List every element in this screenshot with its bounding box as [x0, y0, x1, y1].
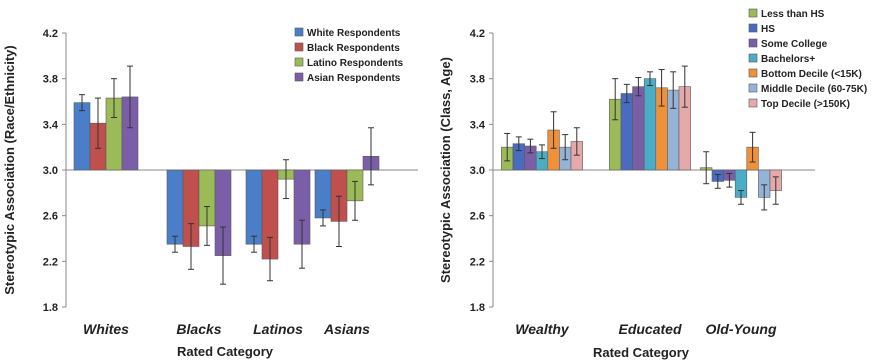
legend-label-some-college: Some College — [761, 39, 828, 50]
legend-label-hs: HS — [761, 24, 775, 35]
legend-label-bottom-decile-15k: Bottom Decile (<15K) — [761, 69, 862, 80]
legend-swatch-top-decile-150k — [748, 98, 758, 108]
bar-latinos-white-respondents — [245, 169, 263, 245]
bar-educated-bachelors — [643, 78, 657, 171]
y-axis-title: Stereotypic Association (Race/Ethnicity) — [2, 45, 17, 294]
category-label-wealthy: Wealthy — [515, 321, 570, 337]
legend-swatch-some-college — [748, 38, 758, 48]
y-tick-label: 2.2 — [43, 256, 58, 268]
y-tick-label: 4.2 — [43, 28, 58, 40]
legend-swatch-latino-respondents — [294, 57, 304, 67]
legend-label-latino-respondents: Latino Respondents — [307, 58, 404, 69]
y-tick-label: 1.8 — [470, 302, 485, 314]
bar-whites-white-respondents — [73, 102, 91, 171]
legend-swatch-middle-decile-60-75k — [748, 83, 758, 93]
x-axis-title: Rated Category — [593, 345, 690, 360]
y-tick-label: 4.2 — [470, 28, 485, 40]
legend-label-top-decile-150k: Top Decile (>150K) — [761, 99, 850, 110]
category-label-blacks: Blacks — [176, 321, 221, 337]
y-tick-label: 3.4 — [43, 119, 59, 131]
legend-swatch-black-respondents — [294, 42, 304, 52]
y-tick-label: 1.8 — [43, 302, 58, 314]
category-label-whites: Whites — [83, 321, 129, 337]
y-tick-label: 2.2 — [470, 256, 485, 268]
y-tick-label: 3.0 — [470, 165, 485, 177]
legend-swatch-white-respondents — [294, 27, 304, 37]
y-tick-label: 3.8 — [470, 74, 485, 86]
class-age-chart: 1.8 2.2 2.6 3.0 3.4 3.8 4.2 Stereotypic Associa… — [440, 8, 867, 360]
legend-label-white-respondents: White Respondents — [307, 28, 401, 39]
bar-educated-hs — [620, 93, 633, 171]
y-axis-title: Stereotypic Association (Class, Age) — [440, 57, 453, 283]
category-label-educated: Educated — [618, 321, 681, 337]
category-label-asians: Asians — [323, 321, 370, 337]
legend-swatch-less-than-hs — [748, 8, 758, 18]
category-label-latinos: Latinos — [253, 321, 303, 337]
legend-label-asian-respondents: Asian Respondents — [307, 73, 401, 84]
y-tick-label: 2.6 — [470, 211, 485, 223]
legend-swatch-hs — [748, 23, 758, 33]
category-label-old-young: Old-Young — [705, 321, 776, 337]
legend-swatch-bachelors — [748, 53, 758, 63]
y-tick-label: 3.4 — [470, 119, 486, 131]
race-ethnicity-chart: 1.8 2.2 2.6 3.0 3.4 3.8 4.2 Stereotypic Associa… — [2, 27, 418, 359]
x-axis-title: Rated Category — [177, 344, 274, 359]
bar-blacks-white-respondents — [166, 169, 184, 245]
legend-label-middle-decile-60-75k: Middle Decile (60-75K) — [761, 84, 867, 95]
legend-label-less-than-hs: Less than HS — [761, 9, 825, 20]
legend-label-black-respondents: Black Respondents — [307, 43, 400, 54]
legend-label-bachelors: Bachelors+ — [761, 54, 815, 65]
legend-swatch-bottom-decile-15k — [748, 68, 758, 78]
y-tick-label: 3.0 — [43, 165, 58, 177]
y-tick-label: 3.8 — [43, 74, 58, 86]
bar-educated-some-college — [632, 86, 645, 171]
y-tick-label: 2.6 — [43, 211, 58, 223]
legend-swatch-asian-respondents — [294, 72, 304, 82]
